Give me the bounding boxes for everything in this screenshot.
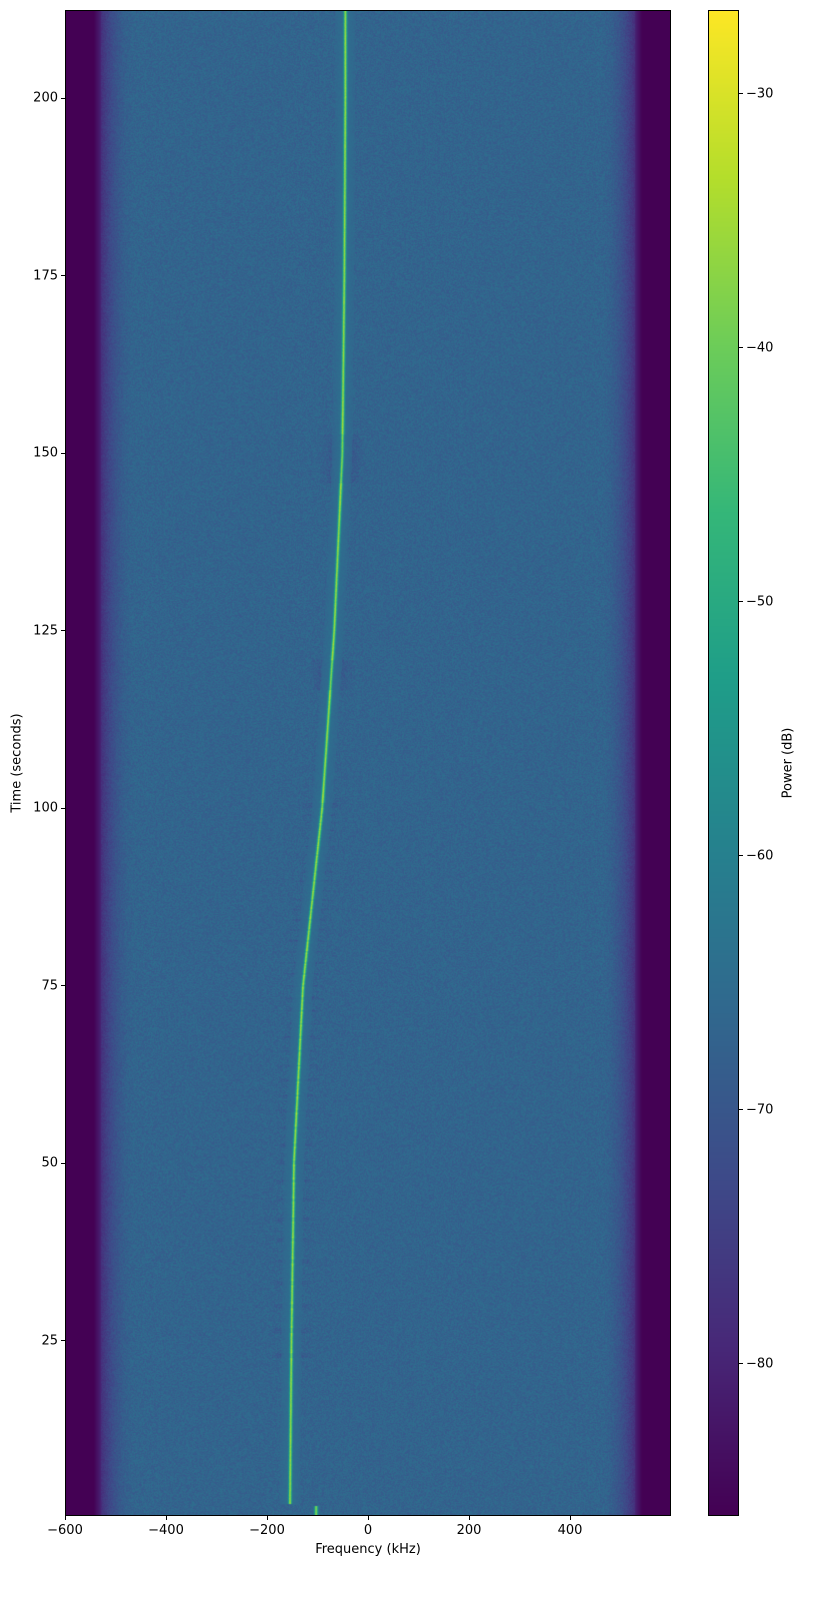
y-tick xyxy=(61,275,65,277)
x-tick-label: 200 xyxy=(456,1523,482,1538)
x-tick xyxy=(64,1516,66,1520)
x-tick-label: −400 xyxy=(148,1523,184,1538)
y-tick xyxy=(61,97,65,99)
y-tick-label: 75 xyxy=(41,978,58,994)
colorbar-tick xyxy=(739,855,743,857)
y-tick-label: 200 xyxy=(33,90,58,106)
y-tick xyxy=(61,985,65,987)
colorbar-tick xyxy=(739,93,743,95)
colorbar-tick-label: −80 xyxy=(746,1356,774,1372)
spectrogram-heatmap xyxy=(66,11,670,1515)
colorbar-tick xyxy=(739,1109,743,1111)
y-tick xyxy=(61,1340,65,1342)
colorbar-label: Power (dB) xyxy=(780,727,796,799)
x-tick xyxy=(165,1516,167,1520)
x-tick xyxy=(569,1516,571,1520)
x-tick xyxy=(468,1516,470,1520)
y-tick-label: 25 xyxy=(41,1333,58,1349)
x-tick-label: −600 xyxy=(47,1523,83,1538)
y-tick-label: 175 xyxy=(33,268,58,284)
colorbar-tick xyxy=(739,1363,743,1365)
x-tick xyxy=(266,1516,268,1520)
y-tick-label: 125 xyxy=(33,623,58,639)
y-axis-label: Time (seconds) xyxy=(9,713,25,813)
colorbar-tick-label: −60 xyxy=(746,848,774,864)
colorbar-tick xyxy=(739,601,743,603)
y-tick-label: 100 xyxy=(33,800,58,816)
colorbar-tick-label: −30 xyxy=(746,86,774,102)
colorbar-tick-label: −40 xyxy=(746,340,774,356)
colorbar-gradient xyxy=(709,11,738,1515)
x-tick-label: −200 xyxy=(249,1523,285,1538)
y-tick xyxy=(61,630,65,632)
colorbar-tick-label: −50 xyxy=(746,594,774,610)
y-tick-label: 50 xyxy=(41,1155,58,1171)
y-tick-label: 150 xyxy=(33,445,58,461)
x-tick-label: 400 xyxy=(557,1523,583,1538)
x-tick xyxy=(367,1516,369,1520)
x-axis-label: Frequency (kHz) xyxy=(315,1542,421,1557)
y-tick xyxy=(61,1162,65,1164)
y-tick xyxy=(61,807,65,809)
x-tick-label: 0 xyxy=(363,1523,373,1538)
colorbar xyxy=(708,10,739,1516)
colorbar-tick xyxy=(739,347,743,349)
y-tick xyxy=(61,452,65,454)
colorbar-tick-label: −70 xyxy=(746,1102,774,1118)
spectrogram-plot xyxy=(65,10,671,1516)
